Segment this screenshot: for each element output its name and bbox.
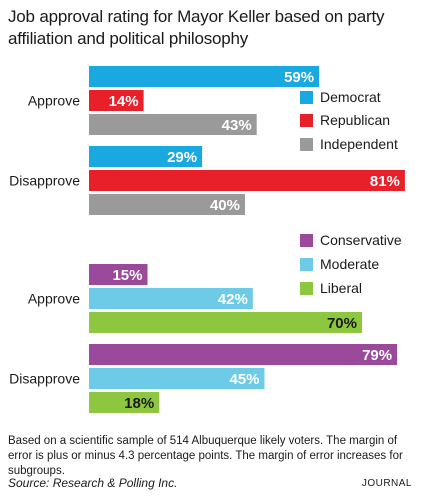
group-label: Approve bbox=[28, 93, 80, 109]
data-label: 18% bbox=[124, 395, 154, 412]
data-label: 79% bbox=[362, 347, 392, 364]
group-label: Disapprove bbox=[9, 371, 80, 387]
legend-swatch-moderate bbox=[300, 258, 313, 271]
legend-label-republican: Republican bbox=[320, 112, 390, 128]
data-label: 15% bbox=[112, 267, 142, 284]
source-credit: Source: Research & Polling Inc. bbox=[8, 476, 178, 490]
bar-liberal-approve bbox=[89, 312, 362, 333]
bar-republican-approve bbox=[89, 90, 144, 111]
legend-swatch-conservative bbox=[300, 234, 313, 247]
data-label: 81% bbox=[370, 173, 400, 190]
chart-title: Job approval rating for Mayor Keller bas… bbox=[8, 7, 385, 48]
legend-swatch-independent bbox=[300, 138, 313, 151]
data-label: 45% bbox=[229, 371, 259, 388]
legend-label-moderate: Moderate bbox=[320, 256, 379, 272]
bar-independent-approve bbox=[89, 114, 257, 135]
bar-conservative-approve bbox=[89, 264, 148, 285]
legend-swatch-democrat bbox=[300, 91, 313, 104]
data-label: 29% bbox=[167, 149, 197, 166]
data-label: 14% bbox=[109, 93, 139, 110]
bar-independent-disapprove bbox=[89, 194, 245, 215]
bar-republican-disapprove bbox=[89, 170, 405, 191]
publisher-logo: JOURNAL bbox=[361, 478, 412, 489]
bar-chart: Approve 59% 14% 43% Disapprove 29% 81% 40% Democ… bbox=[9, 66, 405, 413]
group-label: Disapprove bbox=[9, 173, 80, 189]
legend-swatch-republican bbox=[300, 114, 313, 127]
group-label: Approve bbox=[28, 291, 80, 307]
bar-democrat-approve bbox=[89, 66, 320, 87]
bar-liberal-disapprove bbox=[89, 392, 160, 413]
legend-label-independent: Independent bbox=[320, 136, 398, 152]
data-label: 40% bbox=[210, 197, 240, 214]
bar-moderate-approve bbox=[89, 288, 253, 309]
data-label: 70% bbox=[327, 315, 357, 332]
bar-conservative-disapprove bbox=[89, 344, 398, 365]
data-label: 43% bbox=[222, 117, 252, 134]
data-label: 59% bbox=[284, 69, 314, 86]
legend-label-liberal: Liberal bbox=[320, 280, 362, 296]
data-label: 42% bbox=[218, 291, 248, 308]
bar-democrat-disapprove bbox=[89, 146, 203, 167]
methodology-note: Based on a scientific sample of 514 Albu… bbox=[8, 435, 403, 477]
legend-label-democrat: Democrat bbox=[320, 89, 381, 105]
legend-label-conservative: Conservative bbox=[320, 232, 402, 248]
bar-moderate-disapprove bbox=[89, 368, 265, 389]
legend-swatch-liberal bbox=[300, 282, 313, 295]
